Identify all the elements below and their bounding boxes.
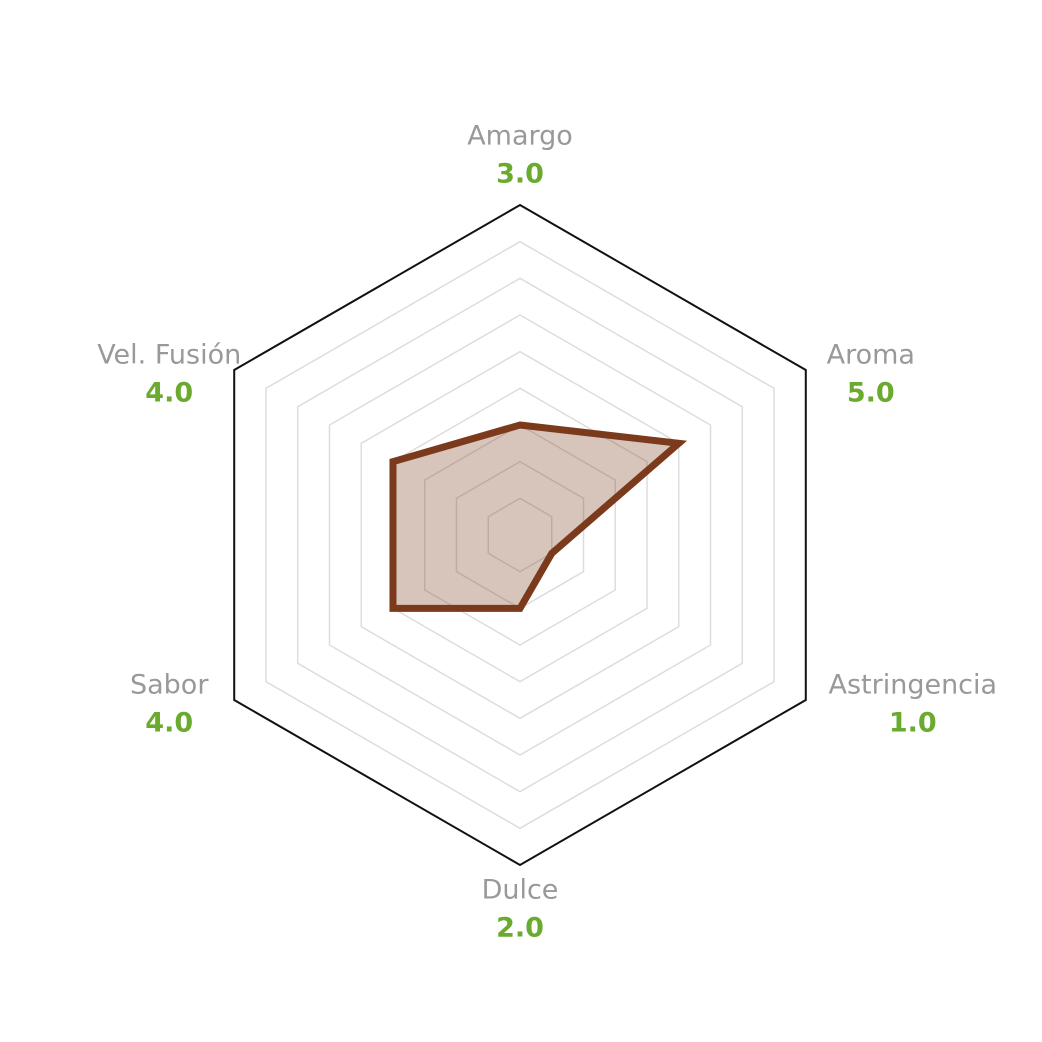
- data-area: [389, 421, 688, 612]
- axis-label: Aroma: [827, 340, 915, 371]
- axis-label: Sabor: [130, 670, 209, 701]
- grid-ring: [296, 277, 744, 793]
- grid-ring: [265, 240, 775, 830]
- grid-ring: [328, 314, 712, 756]
- axis-label: Amargo: [467, 121, 573, 152]
- value-label: 2.0: [496, 913, 544, 944]
- value-label: 4.0: [145, 378, 193, 409]
- value-label: 4.0: [145, 708, 193, 739]
- grid-ring: [233, 203, 807, 867]
- value-label: 5.0: [847, 378, 895, 409]
- axis-label: Dulce: [482, 875, 559, 906]
- value-label: 3.0: [496, 159, 544, 190]
- value-label: 1.0: [889, 708, 937, 739]
- axis-label: Astringencia: [828, 670, 997, 701]
- axis-label: Vel. Fusión: [97, 340, 241, 371]
- grid-ring: [423, 424, 617, 646]
- grid-ring: [487, 497, 553, 573]
